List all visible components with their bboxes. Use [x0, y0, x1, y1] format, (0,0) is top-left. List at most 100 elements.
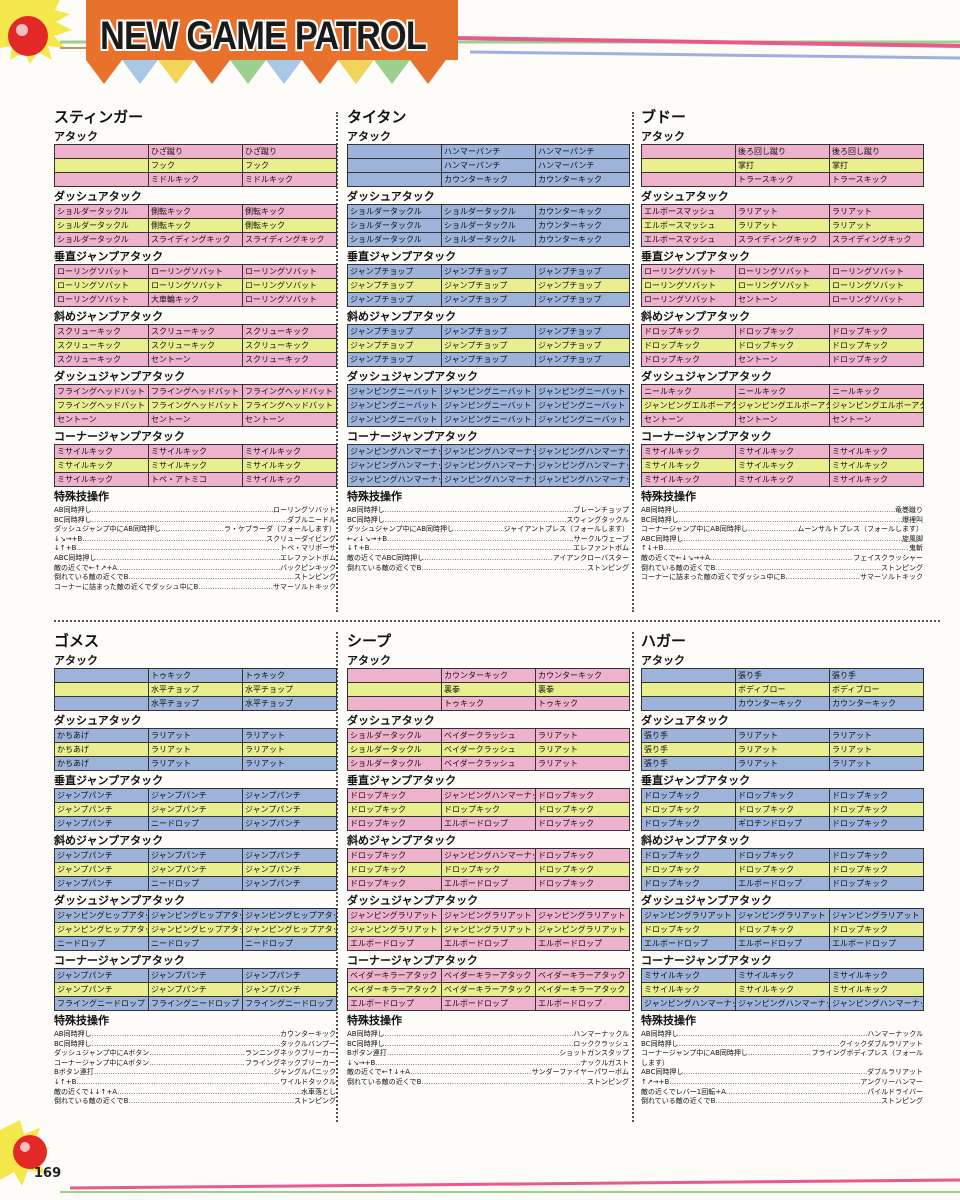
special-command: ←↙↓↘→+B	[347, 534, 387, 543]
table-cell: ジャンプパンチ	[54, 982, 149, 997]
move-table: ドロップキックジャンピングハンマーナックルドロップキックドロップキックドロップキ…	[347, 848, 630, 891]
dot-leader	[117, 1088, 301, 1098]
special-move-name: ワイルドタックル	[280, 1077, 336, 1086]
table-cell: エルボースマッシュ	[641, 218, 736, 233]
special-move: ↓↑+B ワイルドタックル	[54, 1078, 336, 1088]
special-move-name: ストンピング	[881, 563, 923, 572]
special-move: 敵の近くで↓↓↑+A 水車落とし	[54, 1088, 336, 1098]
move-table: カウンターキック カウンターキック 裏拳 裏拳 トゥキック トゥキック	[347, 668, 630, 711]
special-move-name: ストンピング	[294, 1097, 336, 1106]
table-cell: ジャンピングニーバット	[347, 412, 442, 427]
table-cell: ベイダークラッシュ	[441, 728, 536, 743]
table-cell: ラリアット	[148, 728, 243, 743]
special-move: ↓↘→+B スクリューダイビング	[54, 535, 336, 545]
table-cell: フライングニードロップ	[54, 996, 149, 1011]
special-move-name: 鬼斬	[909, 544, 923, 553]
dot-leader	[683, 535, 902, 545]
table-cell: ジャンピングラリアット	[347, 922, 442, 937]
table-cell: ミサイルキック	[735, 444, 830, 459]
special-move-name: タックルバンプー	[280, 1039, 336, 1048]
dot-leader	[726, 1088, 867, 1098]
special-command: 倒れている敵の近くでB	[54, 1097, 129, 1106]
table-cell: ジャンプチョップ	[535, 352, 630, 367]
special-move-name: ハンマーナックル	[573, 1030, 629, 1038]
table-cell: 側転キック	[242, 218, 337, 233]
table-row: 掌打 掌打	[641, 158, 924, 173]
table-cell: ジャンピングハンマーナックル	[347, 444, 442, 459]
dot-leader	[161, 525, 224, 535]
table-cell: ジャンピングニーバット	[535, 412, 630, 427]
table-cell: エルボードロップ	[441, 936, 536, 951]
dot-leader	[94, 1068, 274, 1078]
table-cell: ドロップキック	[641, 352, 736, 367]
table-cell: カウンターキック	[441, 668, 536, 683]
special-move: コーナーに詰まった敵の近くでダッシュ中にB サマーソルトキック	[54, 583, 336, 593]
table-cell: ドロップキック	[829, 338, 924, 353]
dot-leader	[454, 525, 504, 535]
table-cell: ニールキック	[641, 384, 736, 399]
character-block: ゴメス アタック トゥキック トゥキック 水平チョップ 水平チョップ 水平チョップ 水平チョッ…	[54, 630, 337, 1107]
table-cell: ミサイルキック	[829, 472, 924, 487]
table-cell: ローリングソバット	[242, 292, 337, 307]
table-cell: ジャンプパンチ	[148, 968, 243, 983]
dot-leader	[385, 516, 567, 526]
section-title: 斜めジャンプアタック	[347, 834, 457, 847]
table-cell: ジャンプパンチ	[242, 968, 337, 983]
special-title: 特殊技操作	[641, 490, 696, 503]
table-cell: ジャンピングハンマーナックル	[441, 444, 536, 459]
table-cell: ミドルキック	[242, 172, 337, 187]
table-cell: 掌打	[735, 158, 830, 173]
special-move-name: ムーンサルトプレス（フォールします）	[797, 525, 923, 534]
dot-leader	[679, 1040, 840, 1050]
table-cell: ドロップキック	[347, 802, 442, 817]
special-list: AB同時押し カウンターキック BC同時押し タックルバンプーダッシュジャンプ中にAボ…	[54, 1030, 336, 1107]
table-row: トラースキック トラースキック	[641, 172, 924, 187]
section-title: アタック	[347, 654, 391, 667]
table-row: ショルダータックル ベイダークラッシュ ラリアット	[347, 756, 630, 771]
dot-leader	[149, 1049, 245, 1059]
table-cell	[641, 144, 736, 159]
table-cell: ショルダータックル	[347, 204, 442, 219]
table-cell: スクリューキック	[54, 324, 149, 339]
table-row: ローリングソバット セントーン ローリングソバット	[641, 292, 924, 307]
move-table: フライングヘッドバット フライングヘッドバット フライングヘッドバット フライングヘッ…	[54, 384, 337, 427]
section-title: ダッシュアタック	[641, 714, 729, 727]
table-row: ミドルキック ミドルキック	[54, 172, 337, 187]
special-command: 敵の近くで←↓↘→+A	[641, 553, 710, 562]
special-command: ↑↗→+B	[641, 1077, 670, 1086]
table-cell: ジャンピングヒップアタック	[242, 908, 337, 923]
table-cell: ショルダータックル	[347, 742, 442, 757]
table-cell: ラリアット	[735, 756, 830, 771]
table-cell: ひざ蹴り	[242, 144, 337, 159]
table-cell: ローリングソバット	[641, 264, 736, 279]
special-move-name: ストンピング	[881, 1097, 923, 1106]
character-name: スティンガー	[54, 108, 144, 126]
table-cell: ショルダータックル	[347, 218, 442, 233]
special-move: AB同時押し 竜巻蹴り	[641, 506, 923, 516]
section-title: ダッシュアタック	[641, 190, 729, 203]
table-cell: ジャンプパンチ	[54, 848, 149, 863]
table-row: ひざ蹴り ひざ蹴り	[54, 144, 337, 159]
table-cell: 側転キック	[242, 204, 337, 219]
special-move-name: フライングボディプレス（フォール	[811, 1049, 923, 1058]
table-cell: ドロップキック	[641, 922, 736, 937]
table-cell	[54, 682, 149, 697]
table-cell: ドロップキック	[641, 862, 736, 877]
special-move: 倒れている敵の近くでB ストンピング	[641, 564, 923, 574]
table-row: ジャンプパンチ ジャンプパンチ ジャンプパンチ	[54, 862, 337, 877]
table-cell: フライングヘッドバット	[242, 398, 337, 413]
table-cell: ジャンプチョップ	[347, 292, 442, 307]
special-command: 倒れている敵の近くでB	[641, 563, 716, 572]
table-cell: エルボードロップ	[347, 936, 442, 951]
table-cell: スクリューキック	[54, 338, 149, 353]
special-move: 倒れている敵の近くでB ストンピング	[347, 564, 629, 574]
special-move-name: スウィングタックル	[566, 515, 629, 524]
table-cell: ドロップキック	[735, 788, 830, 803]
table-cell: ラリアット	[148, 756, 243, 771]
section-title: コーナージャンプアタック	[347, 430, 478, 443]
table-cell: ジャンピングハンマーナックル	[641, 996, 736, 1011]
table-cell: フライングニードロップ	[148, 996, 243, 1011]
table-cell: ジャンプチョップ	[535, 292, 630, 307]
table-row: ローリングソバット ローリングソバット ローリングソバット	[641, 264, 924, 279]
table-cell: ラリアット	[735, 728, 830, 743]
